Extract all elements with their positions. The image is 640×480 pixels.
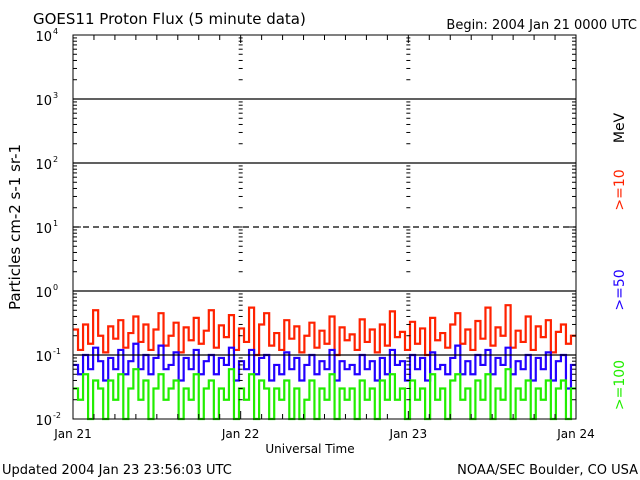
x-tick-label: Jan 24 [556, 427, 595, 441]
x-tick-labels: Jan 21 Jan 22 Jan 23 Jan 24 [53, 427, 595, 441]
legend-item-gte50: >=50 [612, 269, 628, 310]
grid-group [72, 35, 577, 420]
y-axis-label: Particles cm-2 s-1 sr-1 [6, 144, 24, 310]
y-tick-base: 10 [35, 414, 52, 429]
x-axis-label: Universal Time [265, 442, 354, 456]
y-tick-label: 10 0 [35, 283, 58, 301]
y-tick-base: 10 [35, 158, 52, 173]
y-tick-exponent: 4 [53, 27, 58, 36]
x-tick-label: Jan 22 [221, 427, 260, 441]
y-tick-label: 10 3 [35, 91, 58, 109]
chart-title: GOES11 Proton Flux (5 minute data) [33, 10, 306, 28]
series-line-gte100 [73, 368, 576, 421]
legend: >=10 >=50 >=100 [612, 169, 628, 410]
y-tick-exponent: -1 [53, 347, 61, 356]
y-tick-label: 10 1 [35, 219, 58, 237]
y-tick-exponent: 3 [53, 91, 58, 100]
y-tick-base: 10 [35, 94, 52, 109]
updated-time: Updated 2004 Jan 23 23:56:03 UTC [2, 463, 232, 478]
begin-time: Begin: 2004 Jan 21 0000 UTC [446, 18, 637, 33]
y-tick-base: 10 [35, 30, 52, 45]
data-source: NOAA/SEC Boulder, CO USA [457, 463, 638, 478]
unit-label: MeV [612, 112, 628, 143]
series-group [73, 304, 576, 421]
y-tick-label: 10 2 [35, 155, 58, 173]
y-tick-label: 10 -1 [35, 347, 61, 365]
x-tick-label: Jan 23 [389, 427, 428, 441]
y-tick-exponent: 0 [53, 283, 58, 292]
y-tick-label: 10 4 [35, 27, 58, 45]
y-tick-base: 10 [35, 286, 52, 301]
y-tick-exponent: 2 [53, 155, 58, 164]
x-tick-label: Jan 21 [53, 427, 92, 441]
y-tick-base: 10 [35, 350, 52, 365]
y-tick-label: 10 -2 [35, 411, 61, 429]
plot-frame [72, 34, 577, 420]
legend-item-gte10: >=10 [612, 169, 628, 210]
series-line-gte10 [73, 304, 576, 357]
series-line-gte50 [73, 342, 576, 390]
y-tick-exponent: -2 [53, 411, 61, 420]
legend-item-gte100: >=100 [612, 360, 628, 410]
y-tick-exponent: 1 [53, 219, 58, 228]
y-tick-base: 10 [35, 222, 52, 237]
